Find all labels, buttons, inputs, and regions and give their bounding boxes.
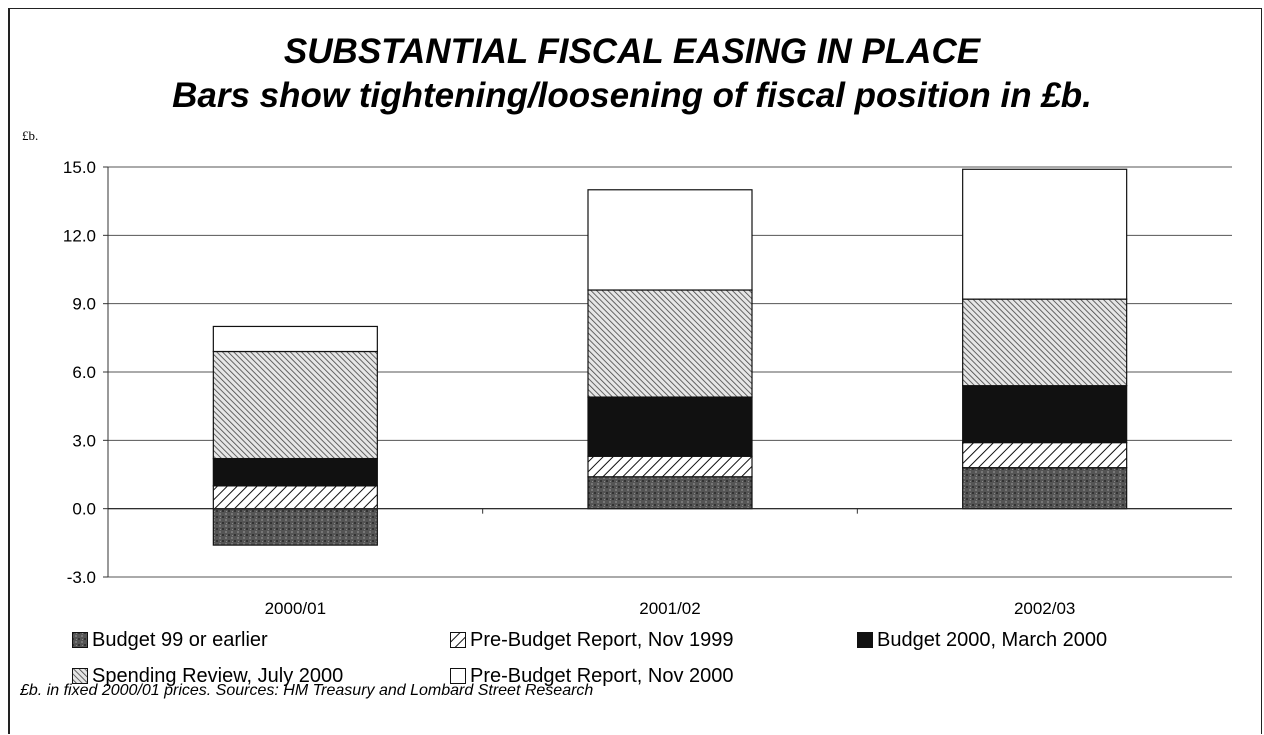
bar-segment [962, 298, 1128, 387]
y-tick-label: 12.0 [63, 226, 96, 245]
bar-segment [962, 168, 1128, 300]
x-tick-label: 2002/03 [1014, 599, 1075, 618]
legend-item: Pre-Budget Report, Nov 1999 [450, 628, 734, 652]
legend-label: Pre-Budget Report, Nov 1999 [470, 629, 734, 651]
bar-segment [587, 455, 753, 478]
bar-segment [212, 485, 378, 510]
legend-swatch [72, 668, 88, 684]
bar-segment [212, 457, 378, 487]
y-tick-label: -3.0 [67, 568, 96, 587]
legend-label: Pre-Budget Report, Nov 2000 [470, 665, 734, 687]
y-tick-label: 0.0 [72, 500, 96, 519]
bar-segment [962, 385, 1128, 444]
bar-segment [587, 396, 753, 457]
y-tick-label: 15.0 [63, 158, 96, 177]
legend-swatch [857, 632, 873, 648]
bar-segment [962, 467, 1128, 510]
bar-segment [212, 350, 378, 460]
y-tick-label: 6.0 [72, 363, 96, 382]
y-axis-label: £b. [22, 128, 39, 143]
legend-label: Budget 2000, March 2000 [877, 629, 1108, 651]
legend-swatch [450, 632, 466, 648]
legend-swatch [450, 668, 466, 684]
footnote: £b. in fixed 2000/01 prices. Sources: HM… [20, 682, 594, 699]
chart-subtitle: Bars show tightening/loosening of fiscal… [172, 76, 1092, 115]
legend-label: Spending Review, July 2000 [92, 665, 344, 687]
chart-frame [8, 8, 1262, 734]
chart-title: SUBSTANTIAL FISCAL EASING IN PLACE [283, 32, 981, 71]
legend-item: Spending Review, July 2000 [72, 664, 343, 688]
bar-segment [962, 442, 1128, 469]
bar-segment [212, 325, 378, 353]
bar-segment [587, 289, 753, 398]
legend-item: Budget 2000, March 2000 [857, 628, 1107, 652]
y-tick-label: 3.0 [72, 431, 96, 450]
legend-label: Budget 99 or earlier [92, 629, 268, 651]
legend-item: Pre-Budget Report, Nov 2000 [450, 664, 734, 688]
legend-item: Budget 99 or earlier [72, 628, 268, 652]
bar-segment [212, 508, 378, 546]
y-tick-label: 9.0 [72, 295, 96, 314]
bar-segment [587, 476, 753, 510]
x-tick-label: 2000/01 [265, 599, 326, 618]
x-tick-label: 2001/02 [639, 599, 700, 618]
bar-segment [587, 189, 753, 291]
legend-swatch [72, 632, 88, 648]
